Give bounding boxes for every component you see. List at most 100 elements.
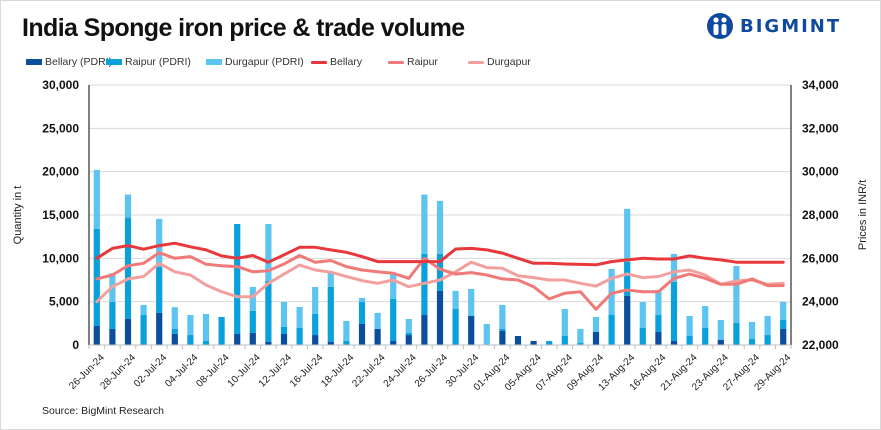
bar-durgapur-pdri — [655, 289, 662, 316]
legend-swatch — [106, 59, 122, 65]
bar-raipur-pdri — [577, 343, 584, 345]
bar-durgapur-pdri — [171, 307, 178, 329]
bar-durgapur-pdri — [421, 194, 428, 254]
bar-raipur-pdri — [748, 339, 756, 345]
legend-swatch — [206, 59, 222, 65]
bar-bellary-pdri — [124, 319, 132, 345]
bar-durgapur-pdri — [280, 301, 288, 327]
x-tick-label: 08-Jul-24 — [194, 352, 232, 390]
bar-durgapur-pdri — [624, 208, 631, 262]
legend-item-bellary: Bellary — [311, 56, 362, 68]
bar-durgapur-pdri — [748, 321, 756, 340]
bar-bellary-pdri — [249, 332, 256, 345]
bar-bellary-pdri — [717, 339, 724, 345]
line-raipur — [95, 251, 785, 311]
line-bellary — [95, 241, 785, 267]
bar-bellary-pdri — [358, 323, 366, 345]
y-tick-label: 0 — [72, 338, 79, 352]
x-tick-label: 02-Jul-24 — [132, 352, 170, 390]
legend-item-raipur-pdri: Raipur (PDRI) — [106, 56, 191, 68]
legend-label: Durgapur (PDRI) — [225, 56, 304, 68]
bar-durgapur-pdri — [561, 308, 568, 336]
bar-durgapur-pdri — [124, 194, 132, 218]
bar-raipur-pdri — [124, 217, 132, 319]
bar-bellary-pdri — [171, 333, 178, 345]
bar-raipur-pdri — [436, 253, 444, 291]
chart-title: India Sponge iron price & trade volume — [22, 14, 465, 42]
bar-raipur-pdri — [249, 310, 256, 333]
legend-label: Durgapur — [487, 56, 531, 68]
y-tick-label: 20,000 — [42, 165, 79, 179]
bar-bellary-pdri — [780, 328, 787, 345]
legend-label: Bellary — [330, 56, 363, 68]
bar-bellary-pdri — [405, 335, 412, 345]
source-note: Source: BigMint Research — [42, 405, 164, 417]
bar-raipur-pdri — [234, 224, 241, 334]
legend-item-durgapur-pdri: Durgapur (PDRI) — [206, 56, 304, 68]
bar-raipur-pdri — [156, 267, 163, 313]
y-tick-label: 25,000 — [42, 121, 79, 135]
x-tick-label: 26-Jul-24 — [413, 352, 451, 390]
bar-raipur-pdri — [561, 335, 568, 345]
bar-raipur-pdri — [670, 281, 678, 342]
legend-swatch — [388, 60, 404, 64]
bar-durgapur-pdri — [405, 319, 412, 333]
bigmint-people-logo-icon — [707, 13, 733, 39]
y2-tick-label: 28,000 — [802, 208, 839, 222]
y-tick-label: 5,000 — [49, 295, 79, 309]
bar-raipur-pdri — [93, 228, 100, 326]
bar-durgapur-pdri — [717, 319, 724, 340]
bar-durgapur-pdri — [312, 286, 319, 314]
bar-durgapur-pdri — [187, 315, 194, 336]
bar-durgapur-pdri — [140, 304, 147, 316]
bar-bellary-pdri — [436, 290, 444, 345]
bar-durgapur-pdri — [639, 301, 646, 329]
y2-tick-label: 24,000 — [802, 295, 839, 309]
bar-bellary-pdri — [327, 341, 334, 345]
bar-durgapur-pdri — [343, 320, 350, 342]
bar-raipur-pdri — [764, 335, 771, 345]
brand-logo: BIGMINT — [706, 12, 841, 40]
y2-tick-label: 30,000 — [802, 165, 839, 179]
y-tick-label: 30,000 — [42, 78, 79, 92]
bar-durgapur-pdri — [702, 306, 709, 329]
bar-raipur-pdri — [109, 301, 116, 329]
bar-raipur-pdri — [187, 335, 194, 345]
bar-raipur-pdri — [624, 261, 631, 296]
legend-swatch — [468, 60, 484, 64]
bar-bellary-pdri — [655, 332, 662, 345]
x-tick-label: 10-Jul-24 — [226, 352, 264, 390]
bar-raipur-pdri — [639, 328, 646, 345]
y2-tick-label: 26,000 — [802, 251, 839, 265]
bar-bellary-pdri — [499, 330, 506, 345]
legend-label: Bellary (PDRI) — [45, 56, 113, 68]
x-tick-label: 04-Jul-24 — [163, 352, 201, 390]
bar-bellary-pdri — [312, 335, 319, 345]
y-axis-label: Quantity in t — [12, 186, 24, 245]
bar-raipur-pdri — [218, 317, 225, 345]
x-tick-label: 24-Jul-24 — [382, 352, 420, 390]
bar-bellary-pdri — [421, 315, 428, 345]
bar-durgapur-pdri — [686, 315, 693, 336]
bar-durgapur-pdri — [390, 273, 397, 299]
bar-durgapur-pdri — [483, 323, 490, 345]
bar-durgapur-pdri — [265, 224, 272, 281]
bar-raipur-pdri — [780, 319, 787, 329]
bar-raipur-pdri — [280, 326, 288, 334]
bar-raipur-pdri — [390, 298, 397, 342]
brand-name: BIGMINT — [740, 15, 842, 37]
legend-swatch — [311, 60, 327, 64]
bar-raipur-pdri — [608, 315, 615, 345]
bar-raipur-pdri — [702, 328, 709, 345]
bar-durgapur-pdri — [156, 218, 163, 267]
bar-durgapur-pdri — [452, 290, 459, 309]
legend-item-durgapur: Durgapur — [468, 56, 531, 68]
x-tick-label: 16-Jul-24 — [288, 352, 326, 390]
bar-bellary-pdri — [280, 333, 288, 345]
bar-durgapur-pdri — [327, 273, 334, 287]
bar-durgapur-pdri — [202, 313, 210, 342]
bar-bellary-pdri — [624, 295, 631, 345]
bar-bellary-pdri — [592, 332, 600, 345]
bar-bellary-pdri — [530, 341, 537, 345]
